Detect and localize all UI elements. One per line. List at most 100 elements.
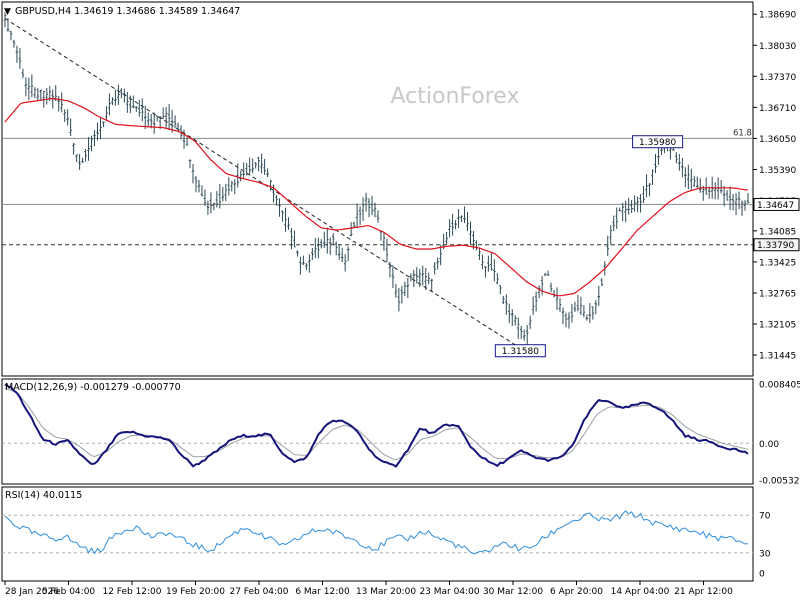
price-bar — [543, 272, 547, 276]
macd-tick-label: 0.00 — [759, 440, 779, 450]
price-bar — [188, 159, 192, 169]
price-bar — [129, 95, 132, 114]
price-bar — [698, 178, 702, 193]
price-bar — [364, 192, 368, 212]
price-bar — [99, 117, 102, 140]
price-bar — [367, 198, 371, 218]
price-flag-box — [753, 197, 800, 211]
price-bar — [445, 231, 448, 245]
x-tick-label: 5 Feb 04:00 — [42, 587, 96, 597]
x-tick-label: 28 Jan 2026 — [5, 587, 59, 597]
macd-tick-label: -0.005329 — [759, 477, 800, 487]
price-bar — [143, 105, 147, 130]
annotation-text: 1.31580 — [502, 347, 539, 357]
price-bar — [251, 158, 254, 174]
price-bar — [651, 169, 654, 185]
price-bar — [170, 109, 174, 133]
x-tick-label: 6 Mar 12:00 — [295, 587, 350, 597]
price-bar — [317, 237, 320, 259]
price-bar — [72, 142, 75, 155]
price-bar — [639, 194, 642, 213]
price-bar — [513, 315, 517, 326]
price-bar — [221, 186, 225, 202]
price-bar — [290, 228, 293, 250]
price-bar — [164, 107, 168, 129]
price-bar — [161, 107, 165, 119]
price-bar — [567, 312, 571, 329]
price-bar — [33, 87, 37, 99]
rsi-title: RSI(14) 40.0115 — [5, 490, 82, 501]
price-bar — [209, 192, 213, 214]
price-bar — [424, 268, 428, 290]
price-bar — [612, 215, 616, 232]
price-bar — [597, 285, 601, 306]
price-bar — [18, 47, 22, 69]
y-tick-label: 1.36710 — [759, 104, 796, 114]
x-tick-label: 30 Mar 12:00 — [483, 587, 543, 597]
x-tick-label: 13 Mar 20:00 — [356, 587, 416, 597]
price-bar — [531, 296, 535, 315]
macd-layer — [2, 383, 753, 468]
price-bar — [534, 291, 538, 312]
symbol-header: GBPUSD,H4 1.34619 1.34686 1.34589 1.3464… — [15, 6, 240, 17]
price-bar — [681, 157, 684, 178]
annotation-box — [494, 344, 546, 358]
y-tick-label: 1.36050 — [759, 135, 796, 145]
price-bar — [487, 255, 490, 272]
price-bar — [126, 92, 129, 113]
price-bar — [117, 84, 120, 105]
price-bar — [630, 200, 633, 213]
price-bar — [427, 272, 431, 285]
price-bar — [314, 238, 317, 259]
price-bar — [218, 183, 222, 209]
price-bar — [528, 315, 532, 330]
price-bar — [722, 185, 726, 207]
price-layer: 61.8 1.35980 1.31580 — [2, 12, 753, 358]
price-bar — [725, 190, 729, 201]
price-bar — [516, 317, 520, 339]
price-bar — [684, 167, 687, 188]
price-bar — [573, 301, 577, 312]
price-bar — [490, 252, 493, 271]
x-tick-label: 23 Mar 04:00 — [419, 587, 479, 597]
price-bar — [75, 154, 78, 163]
rsi-tick-label: 70 — [759, 512, 771, 522]
price-annotation: 1.31580 — [494, 344, 546, 358]
x-tick-label: 27 Feb 04:00 — [229, 587, 288, 597]
price-bar — [260, 153, 263, 174]
price-bar — [266, 168, 269, 178]
price-bar — [570, 303, 574, 323]
y-tick-label: 1.37370 — [759, 73, 796, 83]
price-bar — [254, 162, 257, 169]
price-bar — [412, 269, 416, 288]
price-bar — [233, 179, 237, 195]
price-flag: 1.34647 — [753, 197, 800, 211]
price-bar — [185, 137, 189, 146]
price-bar — [21, 68, 25, 79]
price-bar — [343, 254, 347, 272]
price-bar — [454, 220, 457, 230]
price-flag-text: 1.34647 — [757, 201, 794, 211]
price-bar — [397, 288, 401, 312]
moving-average-line — [4, 97, 749, 297]
price-bar — [546, 270, 550, 276]
price-bar — [293, 230, 296, 248]
collapse-arrow-icon[interactable]: ▼ — [4, 7, 11, 17]
price-bar — [728, 186, 732, 211]
price-bar — [331, 233, 335, 245]
price-bar — [90, 135, 93, 152]
price-bar — [713, 182, 717, 200]
price-bar — [615, 207, 619, 229]
price-bar — [707, 186, 711, 199]
price-bar — [358, 206, 362, 226]
price-bar — [382, 231, 386, 251]
price-bar — [305, 263, 308, 271]
annotation-box — [632, 135, 684, 149]
price-bar — [704, 177, 708, 195]
price-flag: 1.33790 — [753, 238, 800, 252]
price-bar — [549, 282, 553, 293]
price-bar — [302, 255, 305, 266]
price-bar — [373, 202, 377, 218]
price-bar — [281, 210, 284, 222]
price-bar — [102, 121, 105, 128]
